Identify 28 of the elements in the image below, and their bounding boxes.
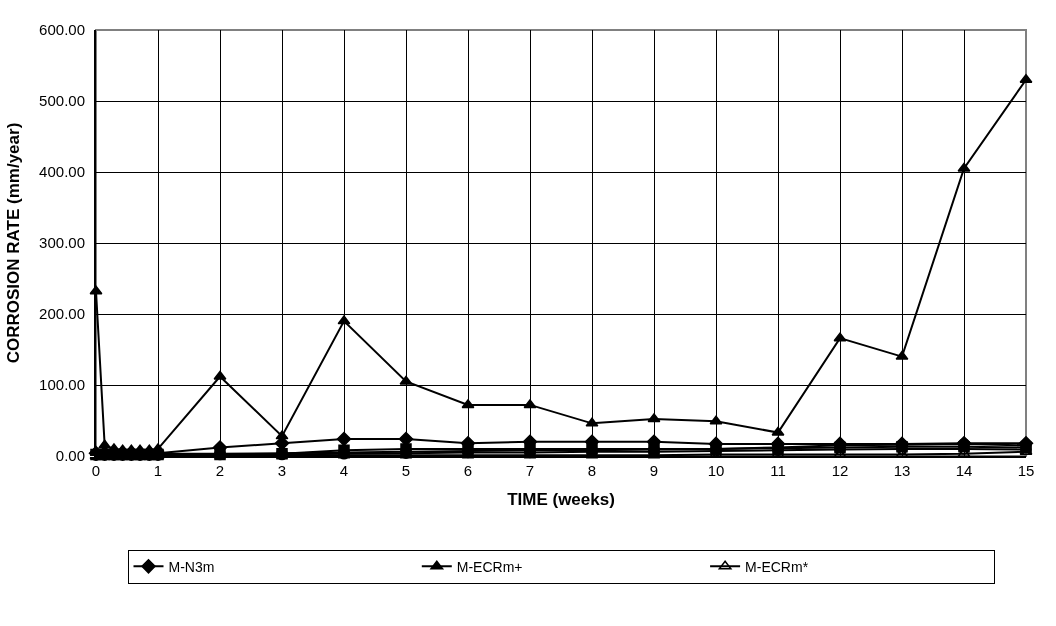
x-tick-label: 3 — [277, 462, 287, 479]
x-tick-label: 7 — [525, 462, 535, 479]
y-tick-label: 600.00 — [39, 21, 85, 39]
x-tick-label: 1 — [153, 462, 163, 479]
x-tick-label: 15 — [1017, 462, 1035, 479]
x-tick-label: 8 — [587, 462, 597, 479]
x-axis-title: TIME (weeks) — [507, 489, 615, 509]
y-tick-label: 0.00 — [55, 447, 85, 465]
y-tick-label: 400.00 — [39, 163, 85, 181]
legend-label: M-N3m — [168, 558, 215, 575]
x-tick-label: 2 — [215, 462, 225, 479]
legend-label: M-ECRm+ — [456, 558, 523, 575]
x-tick-label: 4 — [339, 462, 349, 479]
y-tick-label: 300.00 — [39, 234, 85, 252]
x-tick-label: 14 — [955, 462, 973, 479]
x-tick-label: 5 — [401, 462, 411, 479]
x-tick-label: 13 — [893, 462, 911, 479]
y-tick-label: 200.00 — [39, 305, 85, 323]
x-tick-label: 6 — [463, 462, 473, 479]
x-tick-label: 12 — [831, 462, 849, 479]
x-tick-label: 11 — [770, 462, 786, 479]
x-tick-label: 10 — [707, 462, 725, 479]
x-tick-label: 9 — [649, 462, 659, 479]
legend-label: M-ECRm* — [745, 558, 809, 575]
x-tick-label: 0 — [91, 462, 101, 479]
y-tick-label: 100.00 — [39, 376, 85, 394]
y-tick-label: 500.00 — [39, 92, 85, 110]
y-axis-title: CORROSION RATE (mm/year) — [4, 122, 24, 364]
